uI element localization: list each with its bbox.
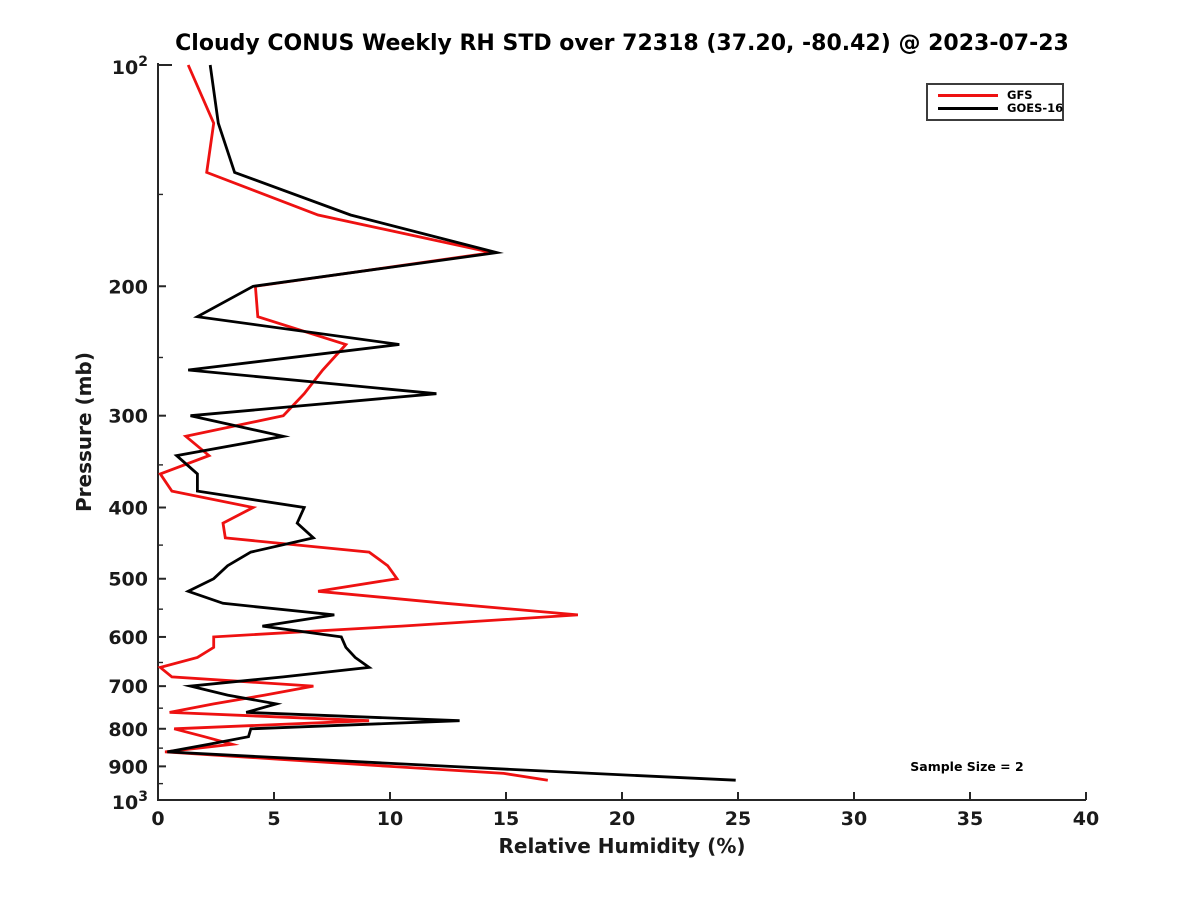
y-tick-label: 600 — [108, 627, 148, 649]
legend-entry-gfs: GFS — [938, 89, 1055, 102]
legend: GFS GOES-16 — [926, 83, 1064, 121]
y-tick-label: 200 — [108, 276, 148, 298]
gfs-line-swatch — [938, 94, 998, 97]
y-tick-label: 800 — [108, 719, 148, 741]
x-tick-label: 0 — [151, 808, 164, 830]
x-tick-label: 25 — [725, 808, 751, 830]
x-axis-label: Relative Humidity (%) — [498, 834, 746, 858]
y-tick-label: 500 — [108, 569, 148, 591]
y-tick-label: 103 — [112, 789, 148, 814]
legend-label-gfs: GFS — [1007, 88, 1033, 102]
x-tick-label: 40 — [1073, 808, 1099, 830]
y-tick-label: 700 — [108, 676, 148, 698]
goes16-line-swatch — [938, 107, 998, 110]
y-tick-label: 300 — [108, 406, 148, 428]
sample-size-note: Sample Size = 2 — [910, 759, 1024, 774]
x-tick-label: 15 — [493, 808, 519, 830]
x-tick-label: 30 — [841, 808, 867, 830]
x-tick-label: 5 — [267, 808, 280, 830]
y-tick-label: 900 — [108, 756, 148, 778]
chart-title: Cloudy CONUS Weekly RH STD over 72318 (3… — [175, 31, 1069, 56]
x-tick-label: 10 — [377, 808, 403, 830]
y-axis-label: Pressure (mb) — [72, 352, 96, 512]
legend-entry-goes16: GOES-16 — [938, 102, 1063, 115]
x-tick-label: 35 — [957, 808, 983, 830]
legend-label-goes16: GOES-16 — [1007, 101, 1064, 115]
x-tick-label: 20 — [609, 808, 635, 830]
series-line-goes-16 — [167, 64, 736, 782]
y-tick-label: 102 — [112, 54, 148, 79]
y-tick-label: 400 — [108, 498, 148, 520]
series-line-gfs — [157, 64, 579, 782]
